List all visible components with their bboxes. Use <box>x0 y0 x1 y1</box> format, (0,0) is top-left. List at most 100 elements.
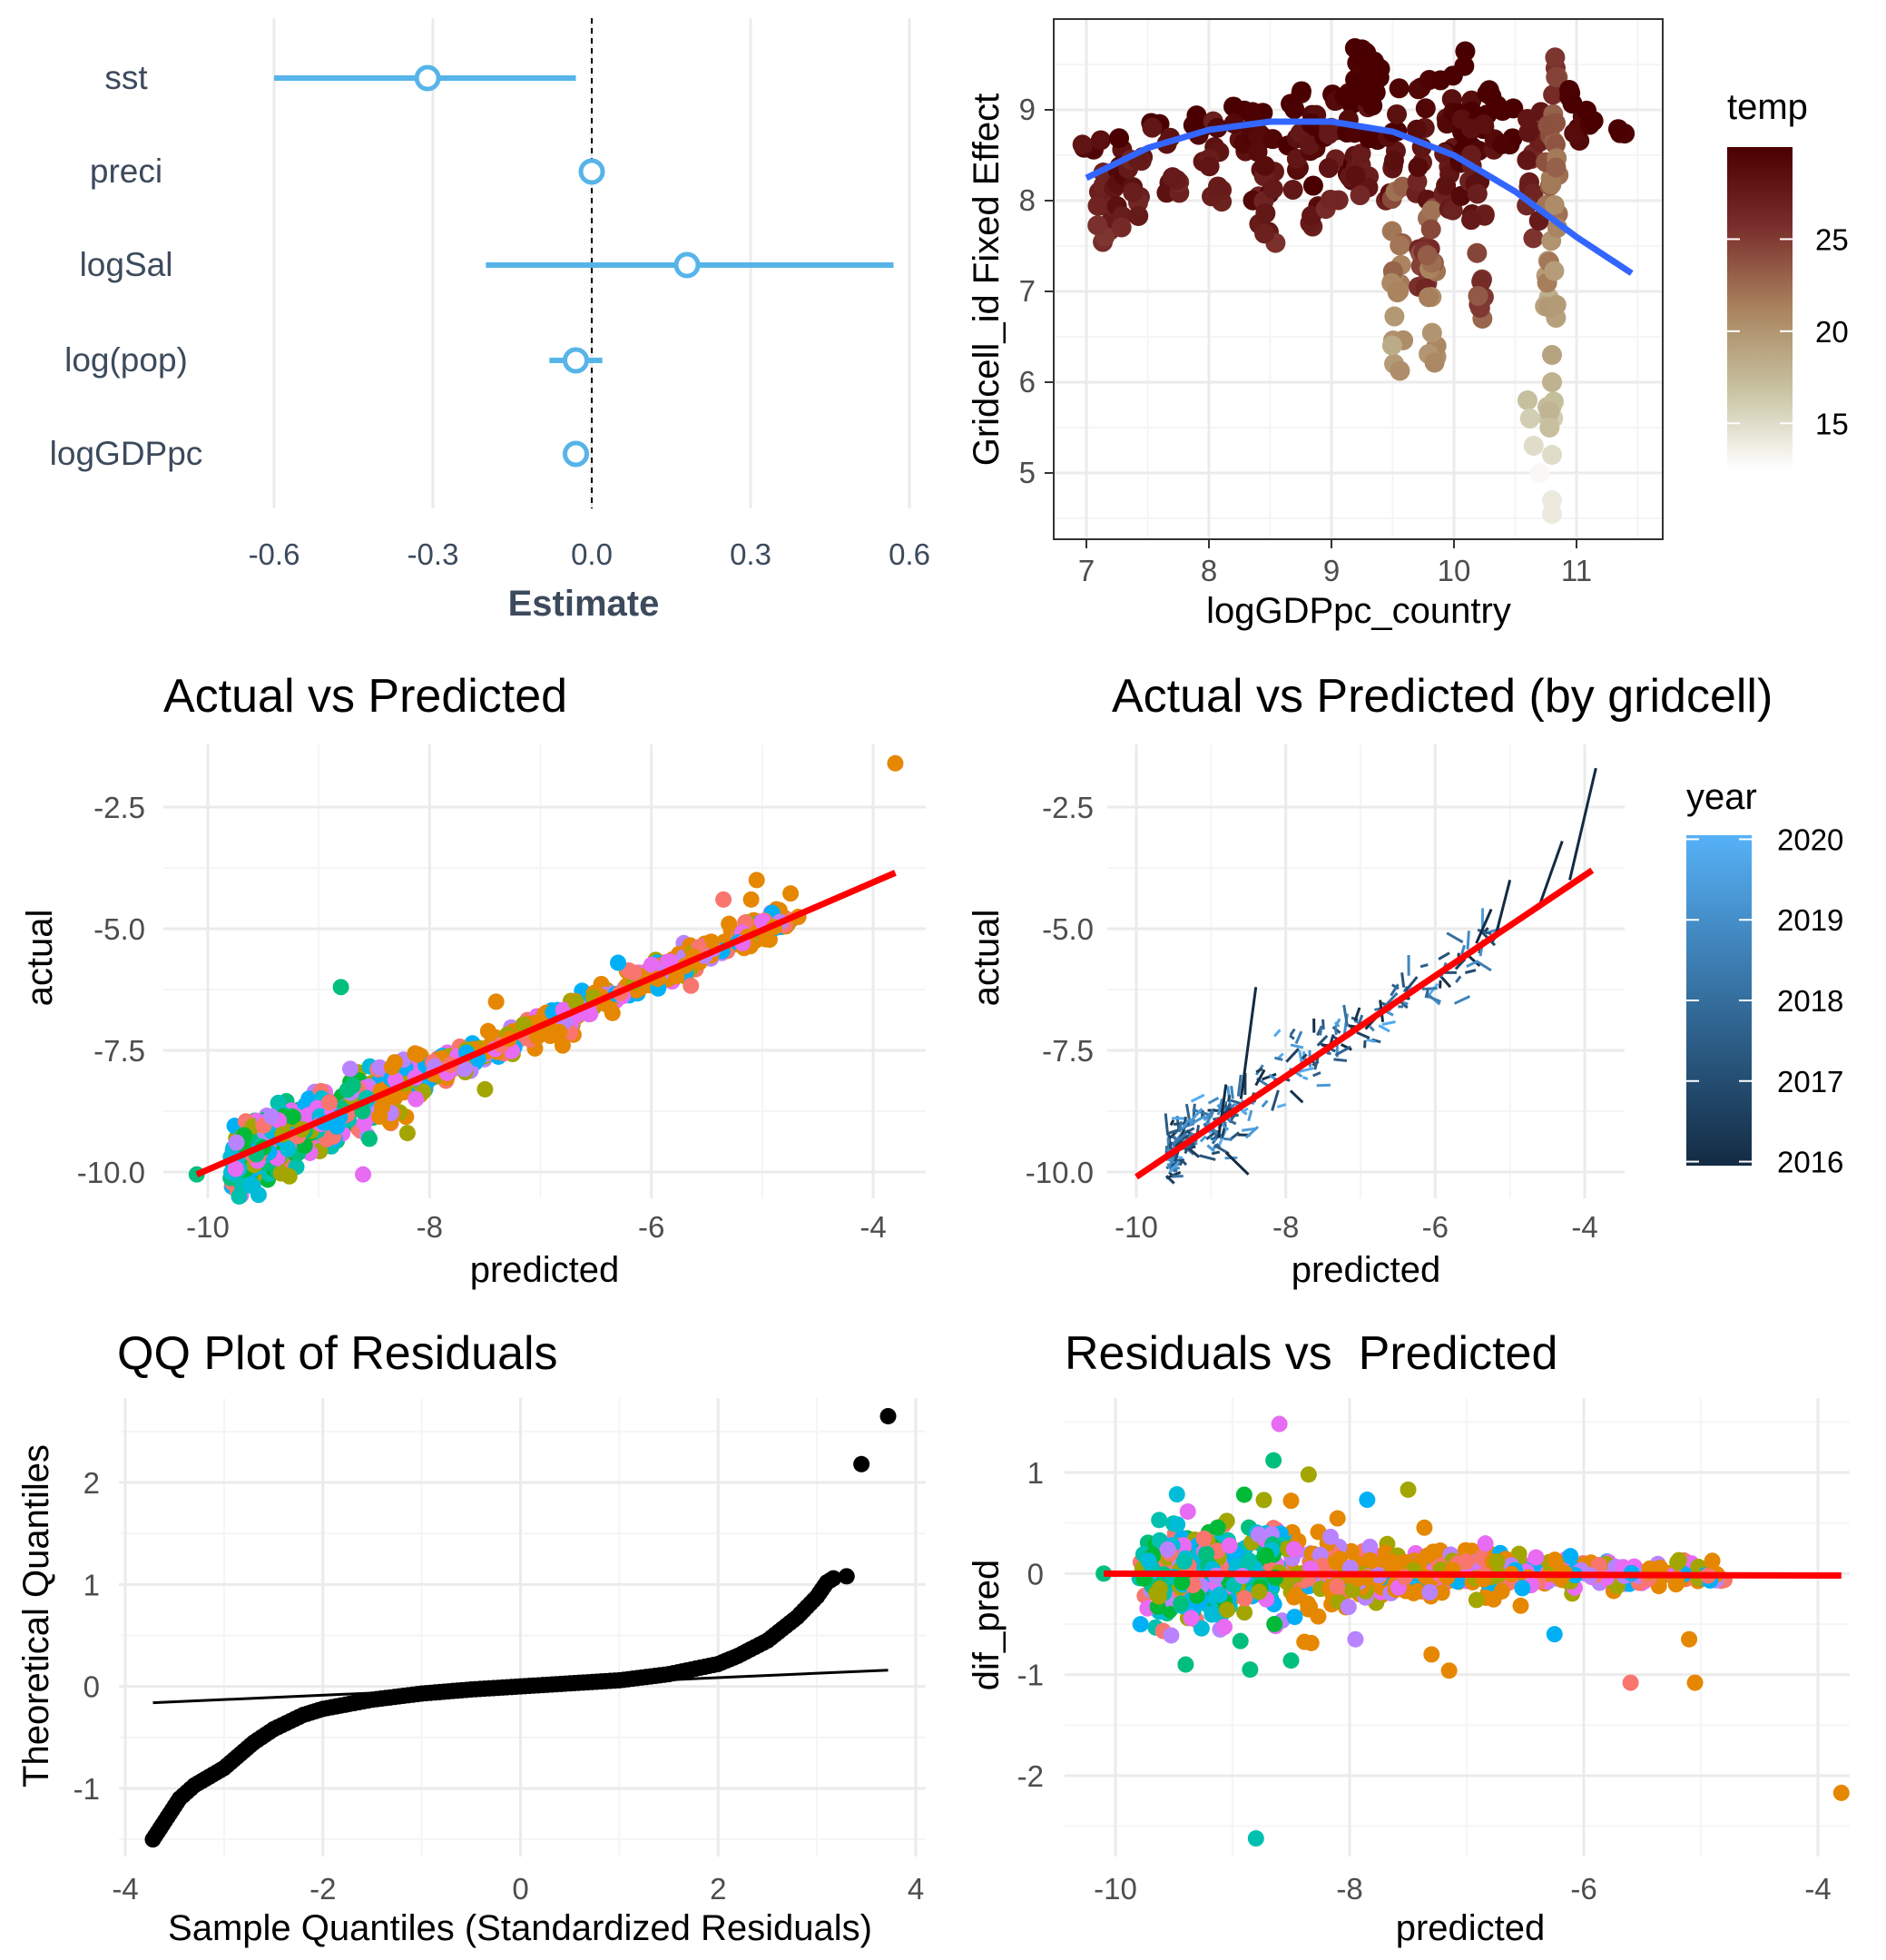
avp-point <box>476 1080 494 1098</box>
avp-y-tick-label: -10.0 <box>77 1156 145 1189</box>
avpg-fit-line <box>1135 867 1595 1180</box>
avpg-segment <box>1353 1007 1361 1022</box>
avpg-segment <box>1189 1114 1206 1127</box>
fe-point <box>1542 345 1562 365</box>
fe-point <box>1607 119 1628 140</box>
avpg-segment <box>1217 1084 1228 1138</box>
avp-x-axis-label: predicted <box>470 1250 620 1290</box>
avpg-segment <box>1294 1030 1303 1045</box>
year-legend-tick-label: 2018 <box>1777 984 1843 1018</box>
avpg-segment <box>1247 1109 1253 1122</box>
fe-point <box>1542 445 1562 465</box>
avpg-segment <box>1475 960 1492 972</box>
fe-point <box>1542 504 1562 524</box>
rvp-tick-labels: -10 -8 -6 -4 1 0 -1 -2 <box>1017 1456 1832 1906</box>
rvp-point <box>1236 1604 1253 1621</box>
avpg-segment <box>1271 1089 1280 1111</box>
avpg-segment <box>1272 1029 1282 1038</box>
coef-category-label: preci <box>90 153 162 190</box>
avp-x-tick-label: -8 <box>417 1210 443 1244</box>
rvp-point <box>1329 1578 1346 1595</box>
avpg-segment <box>1402 1000 1409 1006</box>
rvp-point <box>1215 1619 1233 1636</box>
qq-x-tick-label: 2 <box>710 1872 726 1906</box>
avp-point <box>757 931 774 948</box>
rvp-point <box>1409 1582 1426 1600</box>
avpg-segment <box>1255 1067 1263 1074</box>
fe-point <box>1321 189 1341 210</box>
avpg-segment <box>1465 969 1477 974</box>
fe-point <box>1090 130 1111 151</box>
fe-y-tick-label: 9 <box>1019 93 1036 126</box>
fe-point <box>1541 174 1562 195</box>
avpg-segment <box>1404 976 1419 992</box>
avp-point <box>408 1090 425 1108</box>
fe-point <box>1381 335 1402 356</box>
avpg-segment <box>1273 1056 1283 1061</box>
avpg-segment <box>1241 1127 1256 1132</box>
fe-point <box>1318 158 1339 179</box>
qq-x-tick-label: 4 <box>908 1872 924 1906</box>
rvp-point <box>1285 1589 1302 1606</box>
avpg-segment <box>1254 1069 1266 1087</box>
fe-smooth-curve <box>1085 118 1634 276</box>
fe-point <box>1128 205 1149 226</box>
fe-points <box>1072 37 1636 524</box>
avpg-segment <box>1298 1067 1314 1074</box>
rvp-point <box>1195 1530 1213 1547</box>
avpg-fit-line-path <box>1135 867 1595 1180</box>
avpg-segment <box>1460 944 1467 955</box>
avp-point <box>715 891 732 908</box>
fe-point <box>1468 285 1488 306</box>
avpg-y-tick-label: -2.5 <box>1042 791 1094 824</box>
coef-estimate-point <box>563 347 589 374</box>
fe-point <box>1467 242 1488 263</box>
fe-point <box>1109 128 1130 149</box>
avpg-segment <box>1321 1019 1325 1030</box>
fe-point <box>1537 115 1558 136</box>
rvp-point <box>1221 1537 1238 1554</box>
avpg-segment <box>1369 1025 1375 1032</box>
avpg-segment <box>1171 1132 1187 1147</box>
avpg-segment <box>1326 1051 1331 1056</box>
avpg-segment <box>1239 987 1258 1099</box>
rvp-point <box>1174 1574 1191 1591</box>
rvp-y-tick-label: -2 <box>1017 1759 1044 1793</box>
fe-point <box>1455 41 1476 62</box>
avpg-segment <box>1342 1004 1350 1027</box>
rvp-point <box>1421 1583 1439 1601</box>
avpg-x-tick-label: -10 <box>1115 1210 1158 1244</box>
fe-point <box>1255 202 1276 223</box>
rvp-point <box>1458 1553 1475 1571</box>
fe-point <box>1389 78 1410 99</box>
rvp-point <box>1250 1526 1267 1543</box>
avpg-x-tick-label: -6 <box>1422 1210 1449 1244</box>
fixed-effect-plot: 7 8 9 10 11 5 6 7 8 9 logGDPpc_country Gridcell_i… <box>967 18 1849 631</box>
fe-point <box>1518 390 1537 410</box>
avp-point <box>554 1037 571 1054</box>
rvp-point <box>1340 1599 1357 1616</box>
fe-point <box>1387 282 1408 303</box>
avpg-segment <box>1230 1086 1234 1099</box>
fe-point <box>1564 123 1585 143</box>
avp-y-axis-label: actual <box>20 910 60 1007</box>
avpg-segments <box>1164 767 1597 1185</box>
rvp-point <box>1282 1652 1300 1669</box>
rvp-x-tick-label: -10 <box>1094 1872 1137 1906</box>
avp-y-tick-label: -5.0 <box>93 912 145 946</box>
rvp-point <box>1547 1551 1564 1569</box>
temp-legend-ticks: 15 20 25 <box>1727 222 1849 440</box>
fe-point <box>1523 228 1544 249</box>
qq-y-tick-label: 2 <box>83 1466 100 1500</box>
avpg-title: Actual vs Predicted (by gridcell) <box>1112 670 1773 723</box>
avpg-segment <box>1290 1043 1304 1049</box>
avpg-segment <box>1301 1053 1308 1060</box>
temp-legend-title: temp <box>1727 87 1808 127</box>
rvp-point <box>1169 1516 1186 1533</box>
fe-point <box>1390 360 1410 381</box>
rvp-point <box>1242 1661 1259 1679</box>
fe-point <box>1473 114 1494 135</box>
avpg-segment <box>1366 1038 1376 1043</box>
avpg-segment <box>1421 987 1438 991</box>
